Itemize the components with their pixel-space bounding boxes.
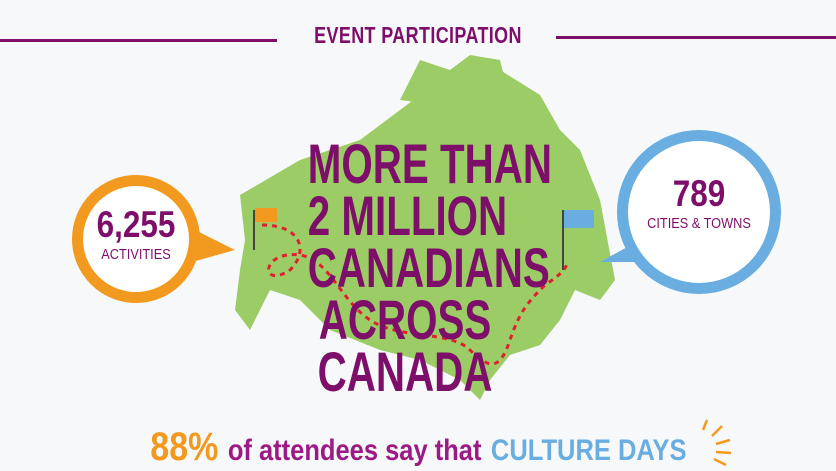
footer-statement: 88% of attendees say that CULTURE DAYS [0, 425, 836, 470]
headline-line: 2 MILLION [307, 184, 508, 247]
activities-bubble: 6,255 ACTIVITIES [72, 175, 200, 303]
cities-label: CITIES & TOWNS [647, 215, 751, 232]
footer-stat: 88% [149, 425, 218, 469]
headline-line: ACROSS [318, 288, 492, 351]
left-bubble-tail [192, 230, 235, 262]
activities-label: ACTIVITIES [101, 246, 171, 263]
footer-brand: CULTURE DAYS [490, 434, 687, 467]
headline: MORE THAN 2 MILLION CANADIANS ACROSS CAN… [307, 132, 552, 403]
flag-blue-icon [564, 210, 594, 228]
header-rule-left [0, 39, 277, 42]
cities-bubble: 789 CITIES & TOWNS [617, 130, 781, 294]
headline-line: CANADA [317, 340, 493, 403]
section-title: EVENT PARTICIPATION [314, 22, 522, 48]
arctic-islands [400, 55, 510, 110]
footer-text: of attendees say that [227, 434, 482, 467]
cities-count: 789 [672, 173, 726, 214]
route-line [261, 223, 570, 366]
sunburst-icon [701, 419, 732, 467]
headline-line: MORE THAN [307, 132, 552, 195]
activities-count: 6,255 [96, 204, 176, 245]
header-rule-right [556, 36, 836, 39]
flag-orange-icon [255, 208, 277, 222]
headline-line: CANADIANS [307, 236, 550, 299]
